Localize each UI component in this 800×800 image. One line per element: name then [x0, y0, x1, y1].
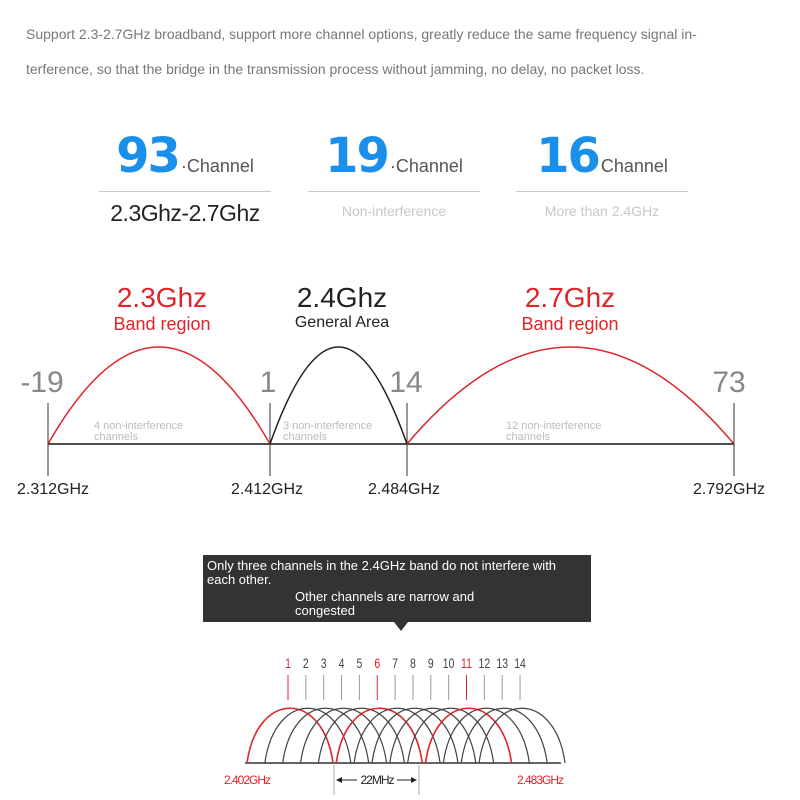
- stat-19-channels: 19 ·Channel Non-interference: [308, 128, 480, 219]
- frequency-marker: 2.792GHz: [693, 481, 765, 498]
- channel-number-9: 9: [428, 656, 434, 672]
- channel-number-14: 14: [514, 656, 526, 672]
- band-label: Band region: [521, 314, 619, 334]
- end-frequency-label: 2.483GHz: [517, 773, 564, 787]
- channel-marker: 14: [389, 366, 422, 399]
- channel-number-1: 1: [285, 656, 291, 672]
- tooltip-callout: Only three channels in the 2.4GHz band d…: [203, 555, 591, 631]
- stat-subtitle: More than 2.4GHz: [544, 203, 660, 219]
- region-note: 12 non-interference channels: [506, 420, 601, 443]
- channel-number-3: 3: [321, 656, 327, 672]
- intro-line-1: Support 2.3-2.7GHz broadband, support mo…: [26, 26, 697, 42]
- band-2-3ghz: 2.3Ghz Band region: [62, 282, 262, 335]
- band-arc: [269, 346, 408, 445]
- channel-arc-5: [317, 707, 405, 764]
- channel-arc-14: [478, 707, 566, 764]
- stat-number: 93: [116, 128, 181, 184]
- channel-arc-11: [424, 707, 513, 764]
- band-arc: [406, 346, 735, 445]
- tooltip-arrow: [394, 622, 408, 631]
- channel-arc-9: [389, 707, 477, 764]
- band-title: 2.3Ghz: [116, 282, 208, 313]
- channel-arc-1: [246, 707, 334, 764]
- region-note: 4 non-interference channels: [94, 420, 183, 443]
- frequency-marker: 2.484GHz: [368, 481, 440, 498]
- tooltip-line-2: Other channels are narrow and congested: [295, 589, 475, 618]
- intro-text: Support 2.3-2.7GHz broadband, support mo…: [26, 17, 766, 87]
- stat-93-channels: 93 ·Channel 2.3Ghz-2.7Ghz: [99, 128, 271, 226]
- channel-arc-6: [335, 707, 424, 764]
- band-label: Band region: [113, 314, 211, 334]
- divider: [308, 191, 480, 192]
- frequency-marker: 2.412GHz: [231, 481, 303, 498]
- divider: [516, 191, 688, 192]
- band-title: 2.7Ghz: [524, 282, 616, 313]
- stat-unit: Channel: [600, 156, 668, 176]
- tooltip-line-1: Only three channels in the 2.4GHz band d…: [207, 558, 557, 587]
- channel-number-11: 11: [461, 656, 472, 672]
- stat-unit: ·Channel: [180, 156, 254, 176]
- channel-number-4: 4: [339, 656, 345, 672]
- channel-number-6: 6: [374, 656, 380, 672]
- band-diagram: 4 non-interference channels 3 non-interfer…: [17, 346, 765, 498]
- channel-marker: -19: [20, 366, 63, 399]
- arrow-left-icon: [336, 777, 342, 783]
- channel-number-13: 13: [496, 656, 508, 672]
- arrow-right-icon: [411, 777, 417, 783]
- channel-marker: 73: [712, 366, 745, 399]
- stat-16-channels: 16 Channel More than 2.4GHz: [516, 128, 688, 219]
- channel-arc-8: [371, 707, 459, 764]
- channel-number-12: 12: [479, 656, 491, 672]
- band-title: 2.4Ghz: [296, 282, 388, 313]
- channel-arc-3: [282, 707, 370, 764]
- channel-arc-2: [264, 707, 352, 764]
- band-2-7ghz: 2.7Ghz Band region: [470, 282, 670, 335]
- region-note: 3 non-interference channels: [283, 420, 372, 443]
- start-frequency-label: 2.402GHz: [224, 773, 271, 787]
- divider: [99, 191, 271, 192]
- channel-arc-13: [460, 707, 548, 764]
- stat-subtitle: 2.3Ghz-2.7Ghz: [110, 200, 260, 226]
- channel-number-2: 2: [303, 656, 309, 672]
- stat-unit: ·Channel: [389, 156, 463, 176]
- channel-number-5: 5: [356, 656, 362, 672]
- band-arc: [47, 346, 271, 445]
- channel-width-label: 22MHz: [360, 773, 394, 787]
- intro-line-2: terference, so that the bridge in the tr…: [26, 61, 645, 77]
- stat-number: 16: [536, 128, 601, 184]
- stat-subtitle: Non-interference: [341, 203, 447, 219]
- stat-number: 19: [325, 128, 390, 184]
- channel-number-8: 8: [410, 656, 416, 672]
- band-label: General Area: [294, 314, 390, 331]
- channel-arc-12: [442, 707, 530, 764]
- channel-number-7: 7: [392, 656, 398, 672]
- channel-arc-7: [353, 707, 441, 764]
- channel-number-10: 10: [443, 656, 455, 672]
- channel-arc-4: [299, 707, 388, 764]
- channel-marker: 1: [260, 366, 277, 399]
- band-2-4ghz: 2.4Ghz General Area: [242, 282, 442, 332]
- frequency-marker: 2.312GHz: [17, 481, 89, 498]
- channel-arc-10: [407, 707, 495, 764]
